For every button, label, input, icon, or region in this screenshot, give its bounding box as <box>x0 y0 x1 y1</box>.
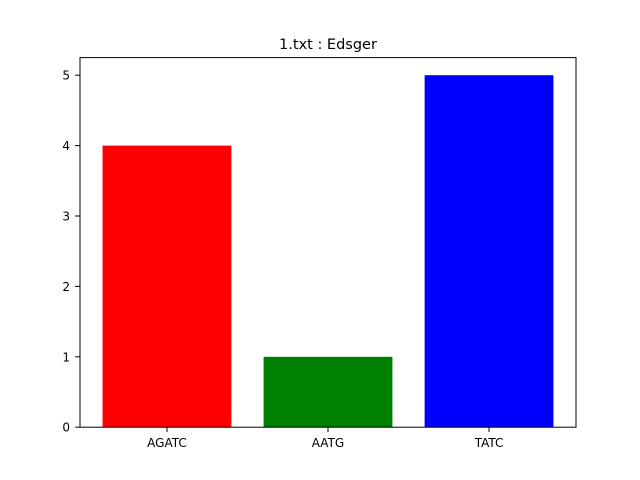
y-axis-ticks: 0 1 2 3 4 5 <box>62 69 80 435</box>
y-tick-label: 4 <box>62 139 70 153</box>
x-tick-label: TATC <box>474 436 504 450</box>
x-axis-ticks: AGATC AATG TATC <box>147 427 503 450</box>
y-tick-label: 1 <box>62 350 70 364</box>
chart-title: 1.txt : Edsger <box>279 37 377 53</box>
y-tick-label: 2 <box>62 280 70 294</box>
y-tick-label: 0 <box>62 421 70 435</box>
y-tick-label: 3 <box>62 210 70 224</box>
bar-agatc <box>102 145 232 428</box>
x-tick-label: AATG <box>312 436 344 450</box>
y-tick-label: 5 <box>62 69 70 83</box>
plot-area-frame <box>79 57 577 428</box>
x-tick-label: AGATC <box>147 436 187 450</box>
bar-tatc <box>424 75 554 428</box>
bars-group <box>102 75 554 428</box>
bar-aatg <box>263 356 393 428</box>
